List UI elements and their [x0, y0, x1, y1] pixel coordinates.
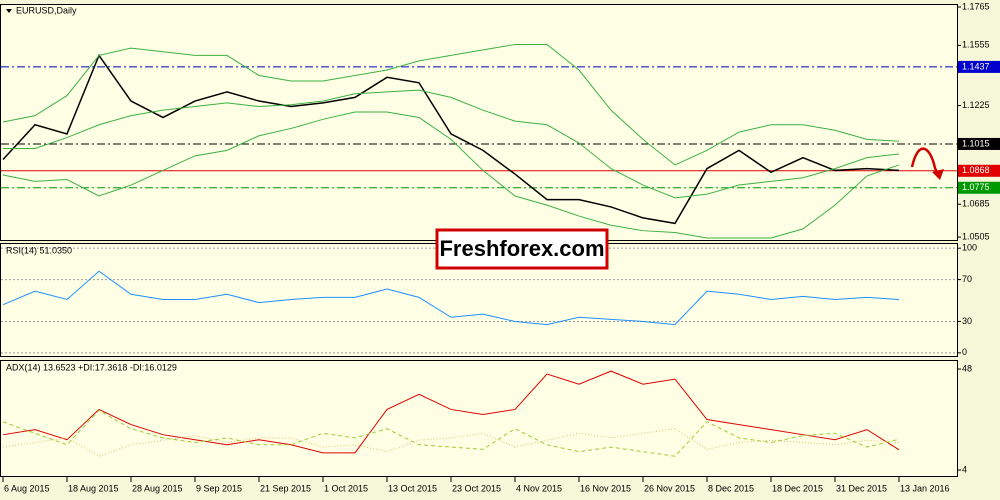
level-label: 1.1015 — [962, 138, 990, 148]
watermark: Freshforex.com — [439, 236, 604, 261]
y-tick-label: 1.0685 — [962, 199, 990, 209]
x-tick-label: 13 Jan 2016 — [900, 483, 950, 493]
series-line — [2, 43, 900, 166]
y-tick-label: 100 — [962, 243, 977, 253]
panel-title: ADX(14) 13.6523 +DI:17.3618 -DI:16.0129 — [6, 362, 177, 372]
panel-title: RSI(14) 51.0350 — [6, 245, 72, 255]
menu-triangle — [6, 9, 12, 13]
y-tick-label: 70 — [962, 274, 972, 284]
level-box — [958, 137, 1000, 150]
x-tick-label: 18 Aug 2015 — [68, 483, 119, 493]
y-tick-label: 30 — [962, 316, 972, 326]
x-tick-label: 6 Aug 2015 — [4, 483, 50, 493]
x-tick-label: 21 Sep 2015 — [260, 483, 311, 493]
level-box — [958, 60, 1000, 73]
x-tick-label: 26 Nov 2015 — [644, 483, 695, 493]
y-tick-label: 0 — [962, 347, 967, 357]
x-tick-label: 31 Dec 2015 — [836, 483, 887, 493]
x-tick-label: 8 Dec 2015 — [708, 483, 754, 493]
y-tick-label: 1.1555 — [962, 40, 990, 50]
series-line — [2, 370, 900, 454]
x-tick-label: 28 Aug 2015 — [132, 483, 183, 493]
level-label: 1.1437 — [962, 61, 990, 71]
level-box — [958, 164, 1000, 177]
x-tick-label: 1 Oct 2015 — [324, 483, 368, 493]
x-tick-label: 18 Dec 2015 — [772, 483, 823, 493]
level-box — [958, 181, 1000, 194]
price-panel — [0, 4, 958, 241]
series-line — [2, 270, 900, 326]
y-tick-label: 48 — [962, 363, 972, 373]
level-label: 1.0775 — [962, 182, 990, 192]
y-tick-label: 1.1225 — [962, 100, 990, 110]
x-tick-label: 9 Sep 2015 — [196, 483, 242, 493]
x-tick-label: 16 Nov 2015 — [580, 483, 631, 493]
symbol-label: EURUSD,Daily — [16, 5, 77, 15]
y-tick-label: 1.1765 — [962, 1, 990, 11]
watermark-box — [435, 228, 609, 270]
y-tick-label: 4 — [962, 464, 967, 474]
x-tick-label: 4 Nov 2015 — [516, 483, 562, 493]
forecast-arrow-head — [932, 169, 944, 180]
series-line — [2, 111, 900, 239]
x-tick-label: 23 Oct 2015 — [452, 483, 501, 493]
series-line — [3, 89, 900, 199]
adx-panel — [0, 360, 958, 477]
y-tick-label: 1.0505 — [962, 231, 990, 241]
forecast-arrow — [910, 147, 940, 176]
x-tick-label: 13 Oct 2015 — [388, 483, 437, 493]
level-label: 1.0868 — [962, 165, 990, 175]
